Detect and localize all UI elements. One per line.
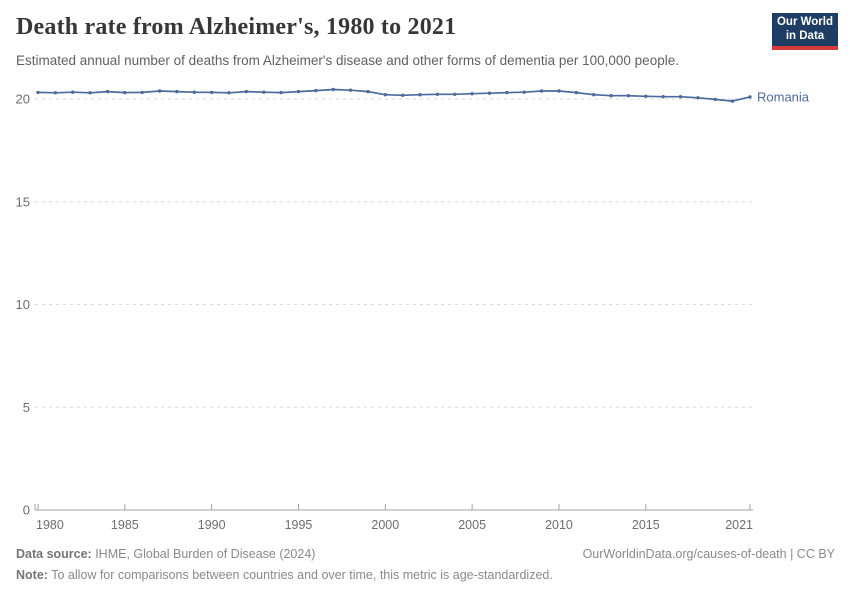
data-point xyxy=(487,91,492,95)
x-axis-tick-label: 2010 xyxy=(545,518,573,532)
page-title: Death rate from Alzheimer's, 1980 to 202… xyxy=(16,14,457,40)
owid-logo[interactable]: Our World in Data xyxy=(772,13,838,50)
data-point xyxy=(609,94,613,98)
data-point xyxy=(453,92,457,97)
data-point xyxy=(244,89,249,94)
data-point xyxy=(36,90,40,95)
data-point xyxy=(227,91,231,95)
data-point xyxy=(262,90,266,94)
note-label: Note: xyxy=(16,568,48,582)
data-line xyxy=(37,88,751,102)
note-value: To allow for comparisons between countri… xyxy=(47,568,553,582)
data-point xyxy=(522,90,526,94)
owid-logo-line2: in Data xyxy=(785,29,825,42)
data-point xyxy=(53,91,58,95)
data-point xyxy=(418,93,422,97)
data-point xyxy=(678,95,683,99)
data-point xyxy=(730,99,735,103)
y-axis-tick-label: 5 xyxy=(23,400,30,415)
data-source-text: Data source: IHME, Global Burden of Dise… xyxy=(16,546,315,562)
data-point xyxy=(592,93,596,97)
data-point xyxy=(140,90,144,95)
entity-label: Romania xyxy=(757,89,810,104)
data-point xyxy=(539,89,544,93)
x-axis-tick-label: 1995 xyxy=(285,518,313,532)
data-point xyxy=(210,90,214,95)
x-axis-tick-label: 1985 xyxy=(111,518,139,532)
owid-citation-link[interactable]: OurWorldinData.org/causes-of-death | CC … xyxy=(582,547,835,561)
x-axis-tick-label: 1990 xyxy=(198,518,226,532)
x-axis-tick-label: 2015 xyxy=(632,518,660,532)
y-axis-tick-label: 15 xyxy=(16,194,30,209)
data-point xyxy=(331,87,335,92)
data-point xyxy=(696,96,700,100)
x-axis-tick-label: 1980 xyxy=(36,518,64,532)
data-point xyxy=(175,89,179,94)
chart-footer: Data source: IHME, Global Burden of Dise… xyxy=(16,546,835,583)
data-point xyxy=(574,90,578,95)
data-point xyxy=(644,94,648,99)
owid-logo-line1: Our World xyxy=(776,16,833,28)
y-axis-tick-label: 0 xyxy=(23,503,30,518)
note-text: Note: To allow for comparisons between c… xyxy=(16,567,835,583)
data-point xyxy=(713,97,717,102)
data-point xyxy=(71,90,75,94)
data-point xyxy=(383,93,387,97)
data-point xyxy=(435,92,440,97)
data-point xyxy=(557,89,561,93)
y-axis-tick-label: 10 xyxy=(16,297,30,312)
data-point xyxy=(366,89,370,94)
data-point xyxy=(401,93,405,98)
data-source-label: Data source: xyxy=(16,547,92,561)
data-point xyxy=(505,90,509,95)
data-point xyxy=(105,89,110,94)
data-point xyxy=(279,90,283,95)
data-source-value: IHME, Global Burden of Disease (2024) xyxy=(91,547,316,561)
data-point xyxy=(748,95,752,99)
data-point xyxy=(314,88,318,93)
data-point xyxy=(192,90,196,94)
chart-subtitle: Estimated annual number of deaths from A… xyxy=(16,53,679,68)
data-point xyxy=(296,89,301,94)
data-point xyxy=(123,90,127,95)
data-point xyxy=(470,92,474,96)
data-point xyxy=(157,89,162,93)
y-axis-tick-label: 20 xyxy=(16,92,30,107)
data-point xyxy=(661,95,665,99)
x-axis-tick-label: 2021 xyxy=(725,518,753,532)
x-axis-tick-label: 2005 xyxy=(458,518,486,532)
data-point xyxy=(88,91,92,95)
data-point xyxy=(348,88,353,92)
x-axis-tick-label: 2000 xyxy=(371,518,399,532)
data-point xyxy=(626,94,631,98)
